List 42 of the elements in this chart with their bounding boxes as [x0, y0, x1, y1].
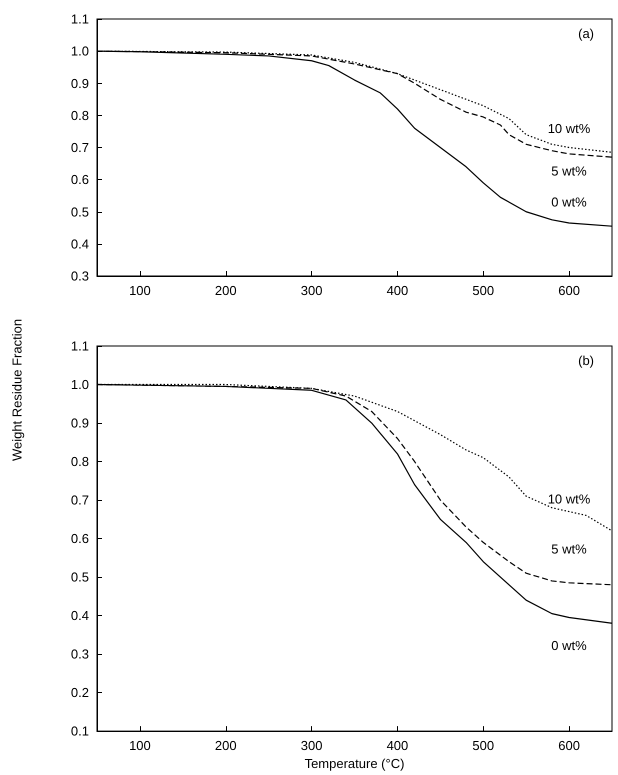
y-tick-label: 1.1 [70, 338, 89, 354]
y-tick-label: 0.1 [70, 724, 89, 739]
x-tick-label: 500 [472, 283, 494, 298]
series-label: 5 wt% [551, 164, 588, 179]
y-tick-label: 1.1 [70, 12, 89, 26]
x-axis-title: Temperature (°C) [304, 756, 404, 771]
x-tick-label: 400 [386, 738, 408, 754]
y-tick-label: 0.7 [70, 140, 89, 155]
series-label: 0 wt% [551, 194, 588, 210]
series-label: 10 wt% [548, 491, 591, 506]
y-tick-label: 0.5 [70, 570, 89, 585]
x-tick-label: 300 [300, 738, 322, 754]
y-tick-label: 0.4 [70, 236, 89, 252]
y-tick-label: 1.0 [70, 44, 89, 59]
x-tick-label: 100 [129, 738, 151, 754]
y-tick-label: 0.9 [70, 76, 89, 91]
y-axis-title: Weight Residue Fraction [10, 318, 24, 462]
y-tick-label: 0.8 [70, 108, 89, 123]
y-tick-label: 0.7 [70, 492, 89, 508]
y-tick-label: 0.3 [70, 268, 89, 284]
x-tick-label: 600 [558, 283, 580, 298]
annotation: (b) [578, 353, 594, 368]
series-label: 5 wt% [551, 541, 588, 556]
y-tick-label: 0.9 [70, 416, 89, 431]
x-tick-label: 400 [386, 283, 408, 298]
x-tick-label: 200 [214, 283, 237, 298]
x-tick-label: 600 [558, 738, 580, 754]
x-tick-label: 200 [214, 738, 237, 754]
y-tick-label: 0.5 [70, 204, 89, 220]
y-tick-label: 0.8 [70, 454, 89, 470]
y-tick-label: 0.3 [70, 646, 89, 662]
x-tick-label: 100 [129, 283, 151, 298]
series-label: 0 wt% [551, 638, 588, 653]
y-tick-label: 0.6 [70, 531, 89, 546]
y-tick-label: 0.6 [70, 172, 89, 188]
annotation: (a) [578, 26, 594, 41]
x-tick-label: 300 [300, 283, 322, 298]
y-tick-label: 1.0 [70, 377, 89, 392]
y-tick-label: 0.4 [70, 608, 89, 624]
y-tick-label: 0.2 [70, 685, 89, 700]
series-label: 10 wt% [548, 120, 591, 136]
x-tick-label: 500 [472, 738, 494, 754]
